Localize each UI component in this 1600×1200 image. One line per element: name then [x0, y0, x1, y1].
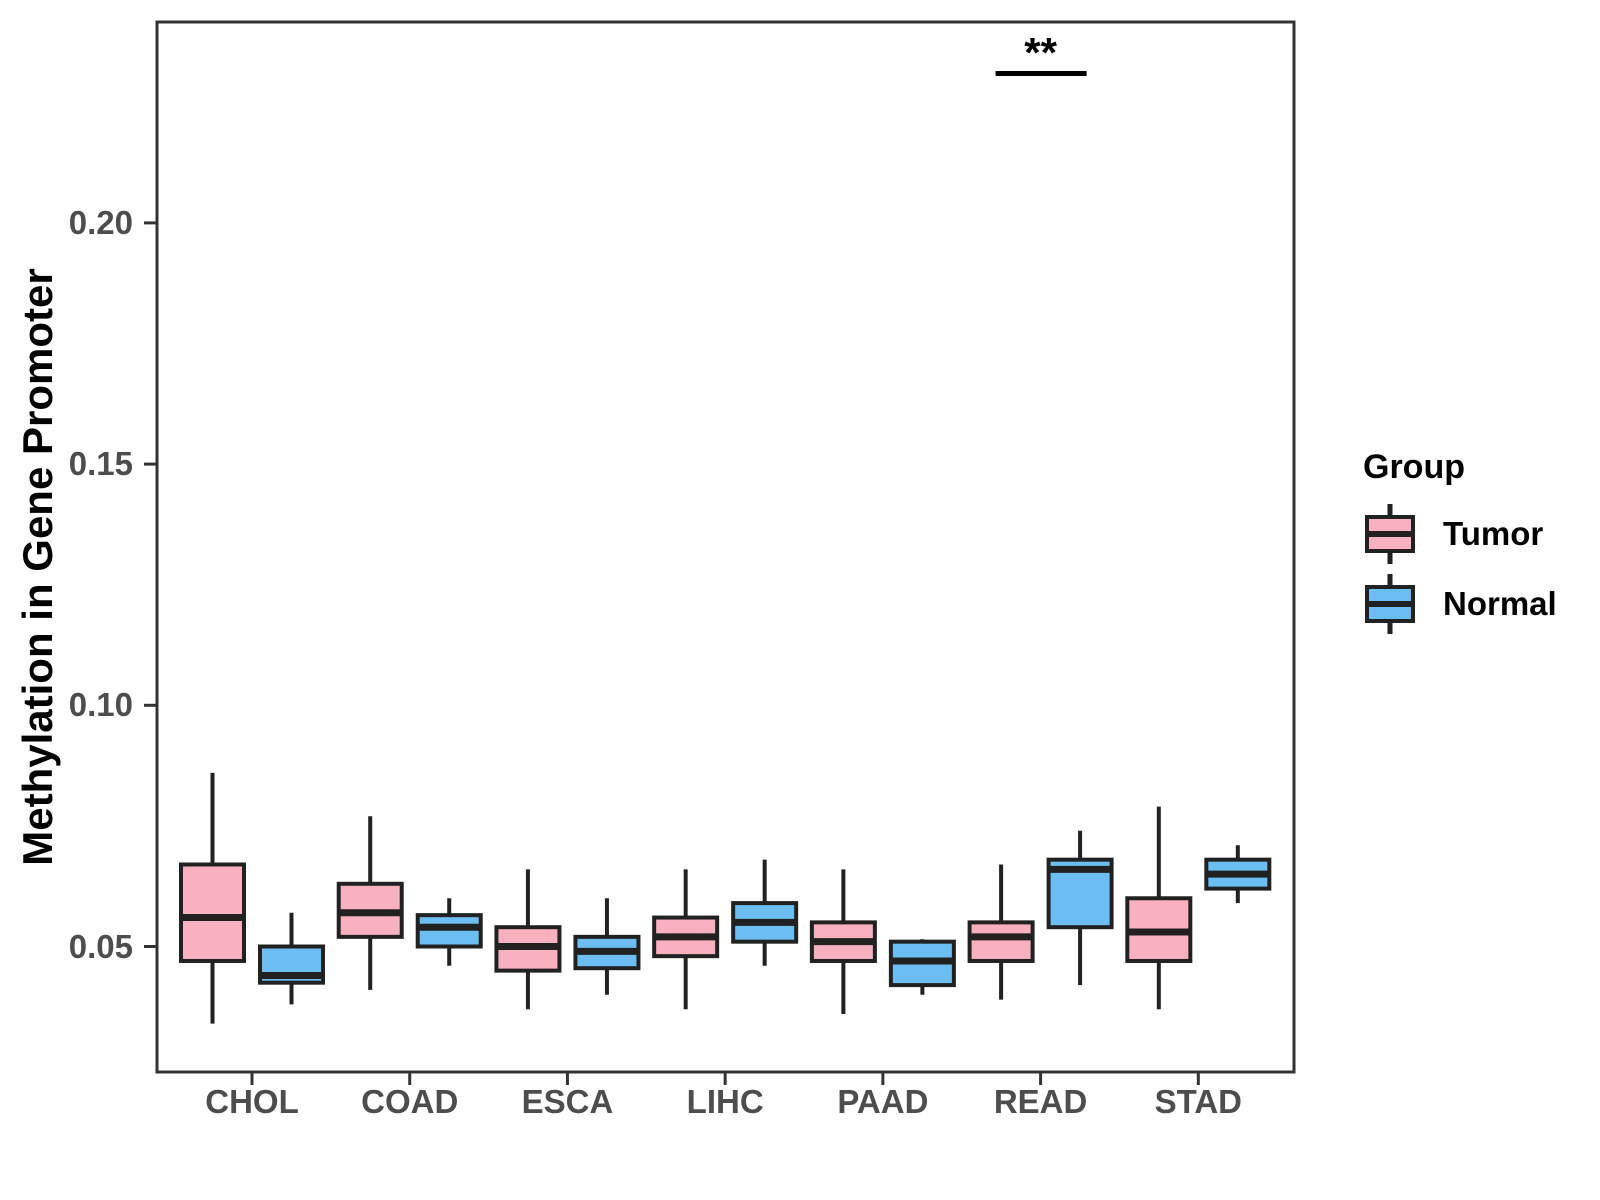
box-chol-tumor: [179, 862, 246, 963]
x-tick-label-stad: STAD: [1154, 1083, 1242, 1120]
box-coad-normal: [415, 913, 483, 949]
x-tick-label-chol: CHOL: [205, 1083, 299, 1120]
legend: Group Tumor Normal: [1363, 448, 1557, 643]
y-tick-label: 0.10: [68, 686, 133, 724]
x-tick-label-esca: ESCA: [521, 1083, 614, 1120]
x-tick-label-read: READ: [993, 1083, 1088, 1120]
plot-panel-border: [155, 20, 1296, 1074]
y-tick-label: 0.05: [68, 927, 133, 965]
x-tick-label-lihc: LIHC: [686, 1083, 764, 1120]
legend-label-normal: Normal: [1443, 585, 1557, 622]
boxplot-key-icon: [1365, 574, 1415, 634]
y-axis-title: Methylation in Gene Promoter: [14, 268, 61, 866]
x-tick-label-coad: COAD: [361, 1083, 459, 1120]
significance-stars: **: [1024, 29, 1057, 76]
legend-item-tumor: Tumor: [1363, 503, 1557, 565]
legend-label-tumor: Tumor: [1443, 515, 1544, 552]
legend-title: Group: [1363, 448, 1465, 486]
legend-item-normal: Normal: [1363, 573, 1557, 635]
boxplot-key-icon: [1365, 504, 1415, 564]
y-tick-label: 0.15: [68, 445, 133, 483]
x-tick-label-paad: PAAD: [837, 1083, 929, 1120]
box-read-tumor: [967, 920, 1035, 963]
y-tick-label: 0.20: [68, 203, 133, 241]
